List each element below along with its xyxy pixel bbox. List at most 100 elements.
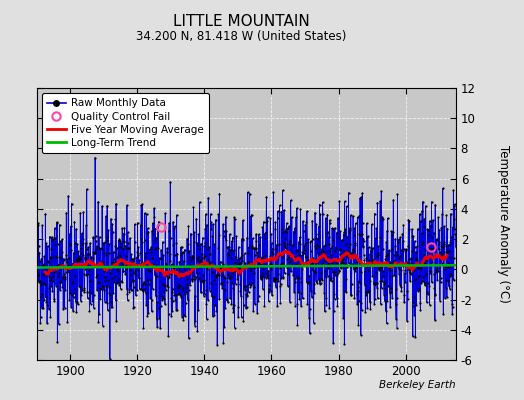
Point <box>191 318 200 324</box>
Point <box>315 201 324 208</box>
Point <box>249 308 257 314</box>
Point <box>276 265 284 271</box>
Point <box>84 244 93 250</box>
Point <box>243 292 252 298</box>
Point <box>271 226 279 232</box>
Point <box>366 277 374 284</box>
Point <box>33 270 41 276</box>
Point <box>139 288 147 294</box>
Point <box>309 255 318 261</box>
Point <box>108 229 117 235</box>
Point <box>126 267 135 274</box>
Point <box>300 247 309 253</box>
Point <box>284 249 292 255</box>
Point <box>413 288 422 294</box>
Point <box>190 229 199 236</box>
Point <box>233 267 242 273</box>
Point <box>225 252 233 258</box>
Point <box>434 268 442 274</box>
Point <box>205 258 214 265</box>
Point <box>123 297 132 304</box>
Point <box>319 211 327 217</box>
Point <box>115 282 123 288</box>
Point <box>279 275 287 282</box>
Point <box>68 200 76 207</box>
Point <box>392 316 400 322</box>
Text: 34.200 N, 81.418 W (United States): 34.200 N, 81.418 W (United States) <box>136 30 346 43</box>
Point <box>49 278 58 284</box>
Point <box>428 279 436 286</box>
Point <box>177 263 185 269</box>
Point <box>279 274 287 280</box>
Point <box>401 266 409 273</box>
Point <box>187 256 195 263</box>
Point <box>123 202 131 209</box>
Point <box>293 205 301 212</box>
Point <box>341 262 349 268</box>
Point <box>307 288 315 295</box>
Point <box>328 278 336 284</box>
Point <box>124 229 132 236</box>
Point <box>106 270 115 276</box>
Point <box>253 264 261 270</box>
Point <box>258 274 266 280</box>
Point <box>42 240 50 246</box>
Point <box>451 231 460 238</box>
Point <box>99 322 107 329</box>
Point <box>82 264 90 270</box>
Point <box>314 276 323 283</box>
Point <box>242 291 250 298</box>
Point <box>291 225 299 231</box>
Point <box>354 322 363 328</box>
Point <box>290 289 298 295</box>
Point <box>208 268 216 275</box>
Point <box>141 280 149 287</box>
Point <box>162 273 171 280</box>
Point <box>47 254 55 261</box>
Point <box>386 258 394 265</box>
Point <box>357 332 365 338</box>
Point <box>36 320 45 326</box>
Point <box>248 280 256 286</box>
Point <box>94 262 102 269</box>
Point <box>244 189 252 195</box>
Point <box>168 261 176 268</box>
Point <box>144 267 152 274</box>
Point <box>277 281 285 287</box>
Point <box>411 276 420 282</box>
Point <box>231 324 239 331</box>
Point <box>283 264 291 271</box>
Point <box>333 302 342 309</box>
Point <box>36 314 45 320</box>
Point <box>149 220 157 226</box>
Point <box>140 286 148 292</box>
Point <box>242 305 250 312</box>
Point <box>56 278 64 285</box>
Point <box>357 300 366 306</box>
Point <box>208 293 216 300</box>
Point <box>419 239 428 245</box>
Point <box>136 249 145 256</box>
Point <box>289 242 297 248</box>
Point <box>189 204 198 210</box>
Point <box>268 248 277 255</box>
Point <box>433 277 441 284</box>
Point <box>399 262 407 269</box>
Point <box>239 318 248 324</box>
Point <box>48 273 57 279</box>
Point <box>249 270 258 276</box>
Point <box>382 239 390 245</box>
Point <box>176 268 184 274</box>
Point <box>148 286 157 292</box>
Point <box>264 274 272 281</box>
Point <box>100 267 108 274</box>
Point <box>162 261 170 267</box>
Point <box>411 238 419 244</box>
Point <box>69 278 77 284</box>
Point <box>310 290 319 296</box>
Point <box>221 304 229 311</box>
Point <box>224 299 232 306</box>
Point <box>174 283 182 290</box>
Point <box>37 281 45 287</box>
Point <box>186 262 194 268</box>
